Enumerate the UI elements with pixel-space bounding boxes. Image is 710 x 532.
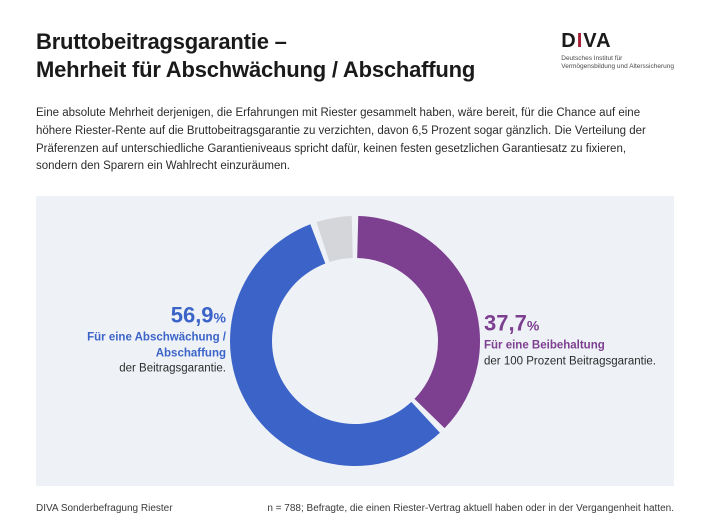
left-percent: 56,9% [46,305,226,327]
donut-slice-retain [357,216,480,428]
title-line-2: Mehrheit für Abschwächung / Abschaffung [36,57,475,82]
left-pct-unit: % [214,310,226,326]
logo-sub-1: Deutsches Institut für [561,55,622,62]
intro-paragraph: Eine absolute Mehrheit derjenigen, die E… [36,105,656,176]
slice-label-right: 37,7% Für eine Beibehaltung der 100 Proz… [484,313,664,370]
page-title: Bruttobeitragsgarantie – Mehrheit für Ab… [36,28,475,83]
logo-subtitle: Deutsches Institut für Vermögensbildung … [561,55,674,71]
right-percent: 37,7% [484,313,664,335]
slice-label-left: 56,9% Für eine Abschwä­chung / Abschaffu… [46,305,226,378]
chart-panel: 56,9% Für eine Abschwä­chung / Abschaffu… [36,196,674,486]
left-pct-value: 56,9 [171,303,214,328]
footer-left: DIVA Sonderbefragung Riester [36,503,173,514]
donut-svg [230,216,480,466]
footer-right: n = 788; Befragte, die einen Riester-Ver… [267,503,674,514]
footer: DIVA Sonderbefragung Riester n = 788; Be… [36,503,674,514]
title-line-1: Bruttobeitragsgarantie – [36,29,287,54]
left-desc-plain: der Beitragsgarantie. [46,362,226,378]
donut-chart [230,216,480,466]
logo: DIVA Deutsches Institut für Vermögensbil… [561,28,674,71]
logo-text: DIVA [561,30,674,53]
infographic-page: Bruttobeitragsgarantie – Mehrheit für Ab… [0,0,710,532]
logo-sub-2: Vermögensbildung und Alterssicherung [561,63,674,70]
right-desc-strong: Für eine Beibehaltung [484,339,664,355]
right-pct-unit: % [527,318,539,334]
header: Bruttobeitragsgarantie – Mehrheit für Ab… [36,28,674,83]
right-desc-plain: der 100 Prozent Beitragsgarantie. [484,354,664,370]
right-pct-value: 37,7 [484,311,527,336]
left-desc-strong: Für eine Abschwä­chung / Abschaffung [46,331,226,362]
